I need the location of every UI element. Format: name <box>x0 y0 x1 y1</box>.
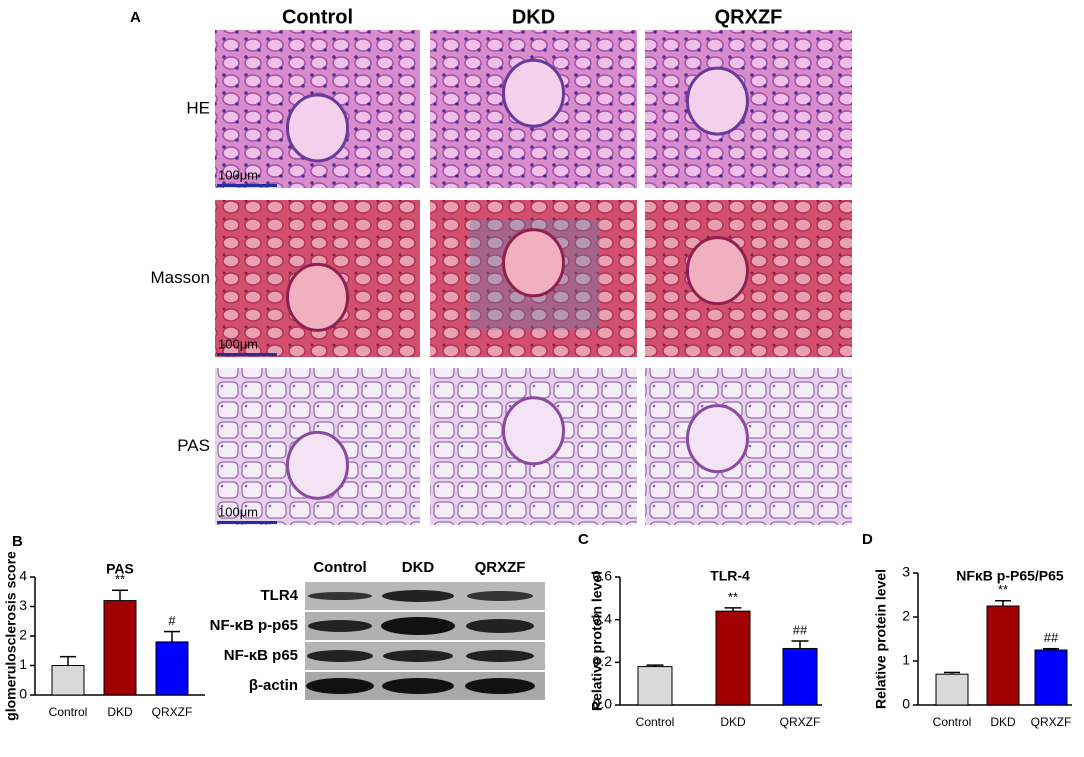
western-blot: Control DKD QRXZF TLR4 NF-κB p-p65 NF-κB p65 β… <box>210 559 545 700</box>
y-axis-label: Relative protein level <box>873 569 889 709</box>
bar <box>935 673 969 706</box>
glomerulus <box>502 58 565 128</box>
scale-bar <box>217 353 277 356</box>
significance-label: # <box>168 613 176 628</box>
micrograph <box>645 200 852 357</box>
significance-label: ## <box>793 622 808 637</box>
protein-label: NF-κB p65 <box>224 647 298 664</box>
y-tick-label: 0 <box>902 696 910 712</box>
x-tick-label: Control <box>636 715 675 729</box>
column-header: DKD <box>512 6 555 28</box>
panel-label: A <box>130 9 141 26</box>
row-label: HE <box>186 98 210 117</box>
y-tick-label: 3 <box>902 564 910 580</box>
y-axis-label: Relative protein level <box>589 571 605 711</box>
bar <box>1034 649 1068 706</box>
y-tick-label: 0.2 <box>593 653 613 669</box>
y-tick-label: 2 <box>19 627 27 643</box>
bar <box>715 610 751 706</box>
protein-label: NF-κB p-p65 <box>210 617 298 634</box>
lane-label: QRXZF <box>475 559 526 576</box>
histology-panel: Control DKD QRXZF HE 100μm Masson 100μm PAS 100μ… <box>150 6 852 525</box>
x-tick-label: QRXZF <box>780 715 821 729</box>
glomerulus <box>286 93 349 163</box>
significance-label: ** <box>728 589 738 604</box>
row-label: PAS <box>177 436 210 455</box>
chart-title: PAS <box>106 561 134 577</box>
y-tick-label: 1 <box>19 656 27 672</box>
y-tick-label: 2 <box>902 608 910 624</box>
glomerulus <box>685 404 749 474</box>
glomerulus <box>502 228 565 298</box>
bar <box>51 665 85 696</box>
micrograph <box>645 368 852 525</box>
panel-label: D <box>862 531 873 548</box>
scale-bar-label: 100μm <box>218 504 258 519</box>
y-tick-label: 0.4 <box>593 610 613 626</box>
x-tick-label: Control <box>49 705 88 719</box>
y-tick-label: 1 <box>902 652 910 668</box>
glomerulus <box>685 66 749 136</box>
x-tick-label: QRXZF <box>152 705 193 719</box>
y-tick-label: 0.6 <box>593 568 613 584</box>
y-tick-label: 0 <box>19 686 27 702</box>
scale-bar <box>217 521 277 524</box>
y-tick-label: 0.0 <box>593 696 613 712</box>
scale-bar-label: 100μm <box>218 167 258 182</box>
row-label: Masson <box>150 268 210 287</box>
column-header: Control <box>282 6 353 28</box>
bar <box>782 647 818 706</box>
protein-label: β-actin <box>249 677 298 694</box>
bar <box>986 605 1020 706</box>
protein-label: TLR4 <box>261 587 299 604</box>
glomerulus <box>286 262 349 332</box>
chart-title: NFκB p-P65/P65 <box>956 568 1064 584</box>
y-tick-label: 4 <box>19 568 27 584</box>
lane-label: DKD <box>402 559 435 576</box>
column-header: QRXZF <box>715 6 783 28</box>
x-tick-label: QRXZF <box>1031 715 1072 729</box>
glomerulus <box>502 396 565 466</box>
chart-title: TLR-4 <box>710 568 750 584</box>
x-tick-label: Control <box>933 715 972 729</box>
glomerulus <box>286 430 349 500</box>
scale-bar <box>217 184 277 187</box>
y-axis-label: glomerulosclerosis score <box>3 551 19 721</box>
y-tick-label: 3 <box>19 597 27 613</box>
x-tick-label: DKD <box>107 705 133 719</box>
bar <box>637 666 673 706</box>
panel-label: B <box>12 533 23 550</box>
micrograph <box>645 30 852 188</box>
x-tick-label: DKD <box>990 715 1016 729</box>
lane-label: Control <box>313 559 366 576</box>
significance-label: ** <box>998 582 1008 597</box>
bar <box>103 600 137 696</box>
significance-label: ** <box>115 572 125 587</box>
panel-label: C <box>578 531 589 548</box>
glomerulus <box>685 236 749 306</box>
significance-label: ## <box>1044 630 1059 645</box>
x-tick-label: DKD <box>720 715 746 729</box>
bar <box>155 641 189 696</box>
scale-bar-label: 100μm <box>218 336 258 351</box>
